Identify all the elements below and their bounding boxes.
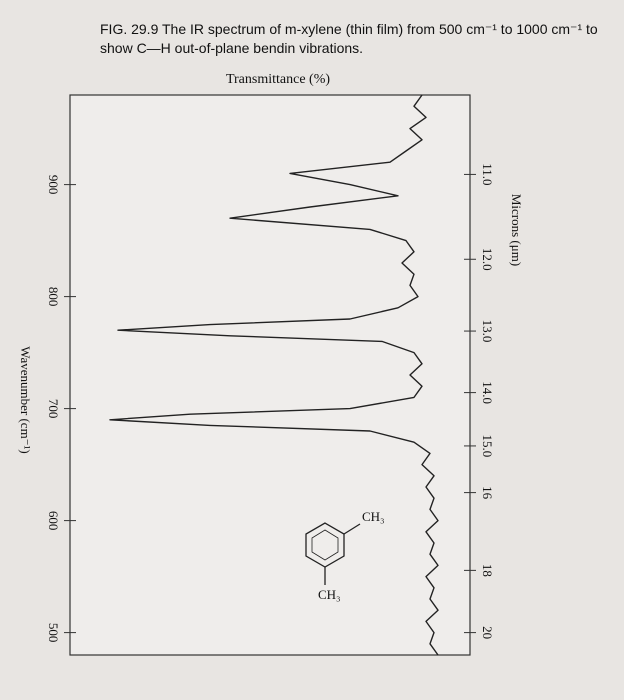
y-axis-title: Transmittance (%) [226, 72, 330, 87]
structure-label: CH₃ [318, 587, 341, 602]
structure [305, 522, 361, 585]
x-tick-label: 700 [46, 399, 61, 419]
x2-axis-title: Microns (μm) [509, 194, 524, 266]
x2-tick-label: 15.0 [480, 435, 495, 458]
x2-tick-label: 20 [480, 626, 495, 639]
caption: FIG. 29.9 The IR spectrum of m-xylene (t… [100, 21, 598, 56]
bond [343, 523, 361, 535]
x2-tick-label: 14.0 [480, 381, 495, 404]
x-tick-label: 800 [46, 287, 61, 307]
x2-tick-label: 11.0 [480, 163, 495, 185]
x2-tick-label: 12.0 [480, 248, 495, 271]
structure-label: CH₃ [362, 509, 385, 524]
x2-tick-label: 13.0 [480, 320, 495, 343]
x2-tick-label: 18 [480, 564, 495, 577]
x-axis-title: Wavenumber (cm⁻¹) [18, 346, 33, 454]
x-tick-label: 600 [46, 511, 61, 531]
plot-frame [69, 94, 471, 656]
benzene-inner [311, 529, 339, 561]
x2-tick-label: 16 [480, 486, 495, 500]
spectrum-line [109, 94, 439, 656]
x-tick-label: 500 [46, 623, 61, 643]
x-tick-label: 900 [46, 175, 61, 195]
